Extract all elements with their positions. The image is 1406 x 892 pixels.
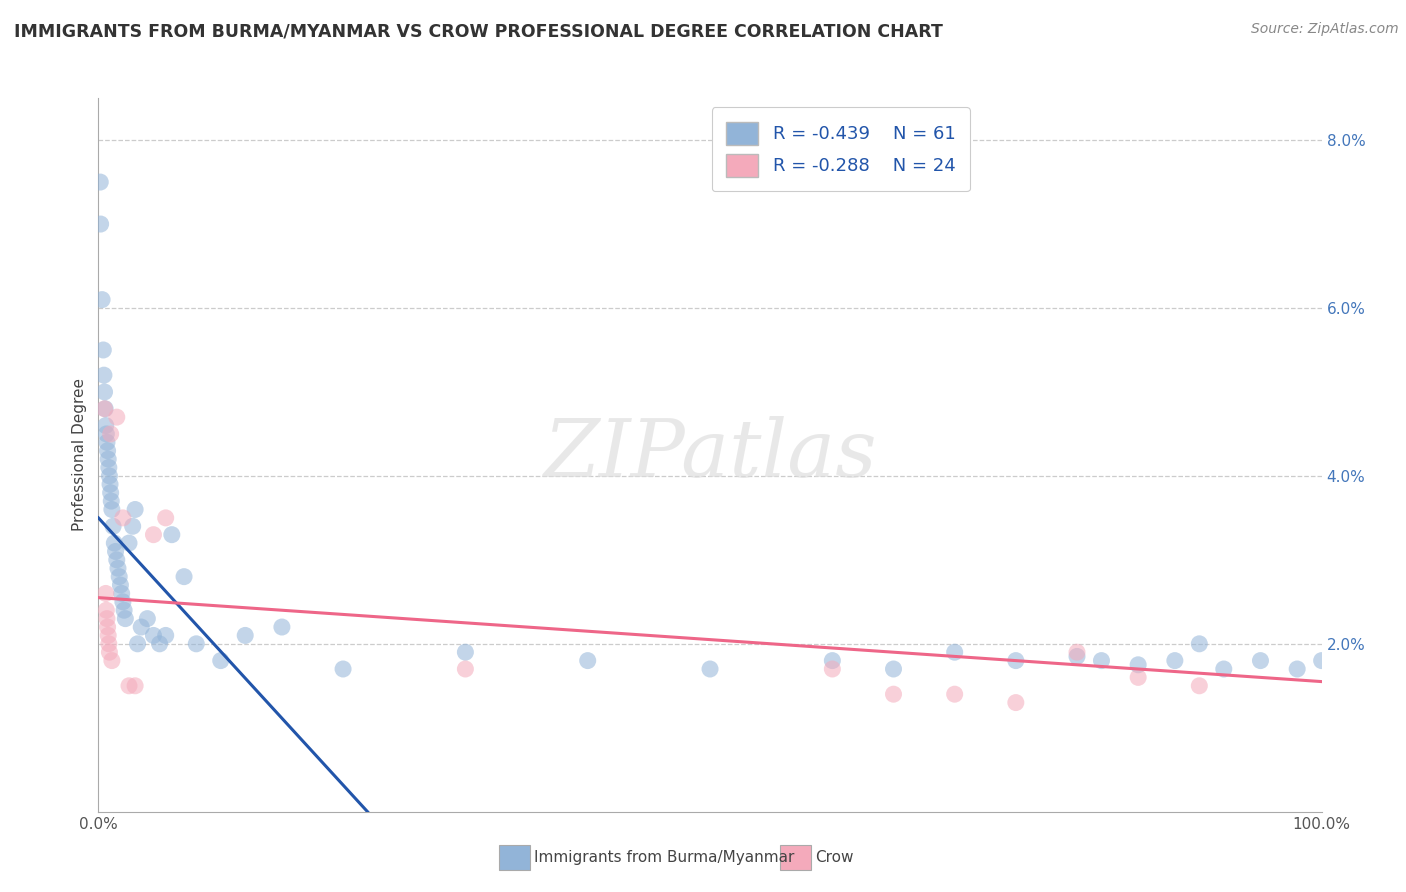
Point xyxy=(1250,654,1272,668)
Point xyxy=(96,426,118,441)
Point xyxy=(93,401,115,416)
Point xyxy=(1310,654,1333,668)
Point xyxy=(576,654,599,668)
Legend: R = -0.439    N = 61, R = -0.288    N = 24: R = -0.439 N = 61, R = -0.288 N = 24 xyxy=(711,107,970,192)
Point xyxy=(94,401,117,416)
Point xyxy=(124,679,146,693)
Point xyxy=(97,452,120,467)
Point xyxy=(149,637,172,651)
Point xyxy=(155,511,177,525)
Point xyxy=(127,637,149,651)
Point xyxy=(91,293,114,307)
Point xyxy=(100,485,122,500)
Point xyxy=(108,569,131,583)
Point xyxy=(118,679,141,693)
Point xyxy=(1066,645,1088,659)
Point xyxy=(136,612,159,626)
Point xyxy=(160,527,183,541)
Point xyxy=(98,477,121,491)
Point xyxy=(121,519,143,533)
Point xyxy=(114,612,136,626)
Point xyxy=(97,443,120,458)
Point xyxy=(142,527,165,541)
Point xyxy=(454,645,477,659)
Point xyxy=(111,595,134,609)
Point xyxy=(97,460,120,475)
Point xyxy=(233,628,256,642)
Point xyxy=(883,687,905,701)
Point xyxy=(94,418,117,433)
Point xyxy=(96,603,118,617)
Point xyxy=(96,435,118,450)
Point xyxy=(104,544,127,558)
Point xyxy=(89,175,111,189)
Point xyxy=(101,502,124,516)
Point xyxy=(1066,649,1088,664)
Point xyxy=(97,637,120,651)
Point xyxy=(91,343,114,357)
Text: ZIPatlas: ZIPatlas xyxy=(543,417,877,493)
Point xyxy=(1090,654,1112,668)
Point xyxy=(110,578,132,592)
Text: Source: ZipAtlas.com: Source: ZipAtlas.com xyxy=(1251,22,1399,37)
Point xyxy=(107,561,129,575)
Point xyxy=(101,519,124,533)
Point xyxy=(93,368,115,383)
Point xyxy=(1188,679,1211,693)
Point xyxy=(943,645,966,659)
Y-axis label: Professional Degree: Professional Degree xyxy=(72,378,87,532)
Point xyxy=(90,217,112,231)
Point xyxy=(124,502,146,516)
Point xyxy=(129,620,152,634)
Point xyxy=(1004,654,1026,668)
Text: Crow: Crow xyxy=(815,850,853,864)
Point xyxy=(699,662,721,676)
Point xyxy=(103,536,125,550)
Point xyxy=(186,637,208,651)
Point xyxy=(173,569,195,583)
Point xyxy=(93,384,115,399)
Point xyxy=(111,586,134,600)
Text: IMMIGRANTS FROM BURMA/MYANMAR VS CROW PROFESSIONAL DEGREE CORRELATION CHART: IMMIGRANTS FROM BURMA/MYANMAR VS CROW PR… xyxy=(14,22,943,40)
Point xyxy=(118,536,141,550)
Point xyxy=(98,469,121,483)
Point xyxy=(97,628,120,642)
Point xyxy=(101,654,124,668)
Point xyxy=(332,662,354,676)
Point xyxy=(105,410,128,425)
Point xyxy=(1128,657,1150,672)
Point xyxy=(454,662,477,676)
Point xyxy=(1128,670,1150,684)
Point xyxy=(155,628,177,642)
Point xyxy=(821,654,844,668)
Point xyxy=(943,687,966,701)
Point xyxy=(111,511,134,525)
Point xyxy=(100,426,122,441)
Point xyxy=(112,603,135,617)
Point xyxy=(1188,637,1211,651)
Point xyxy=(821,662,844,676)
Point xyxy=(142,628,165,642)
Text: Immigrants from Burma/Myanmar: Immigrants from Burma/Myanmar xyxy=(534,850,794,864)
Point xyxy=(209,654,232,668)
Point xyxy=(270,620,294,634)
Point xyxy=(1286,662,1309,676)
Point xyxy=(1212,662,1234,676)
Point xyxy=(1164,654,1187,668)
Point xyxy=(883,662,905,676)
Point xyxy=(97,620,120,634)
Point xyxy=(98,645,121,659)
Point xyxy=(96,612,118,626)
Point xyxy=(100,494,122,508)
Point xyxy=(94,586,117,600)
Point xyxy=(1004,696,1026,710)
Point xyxy=(105,553,128,567)
